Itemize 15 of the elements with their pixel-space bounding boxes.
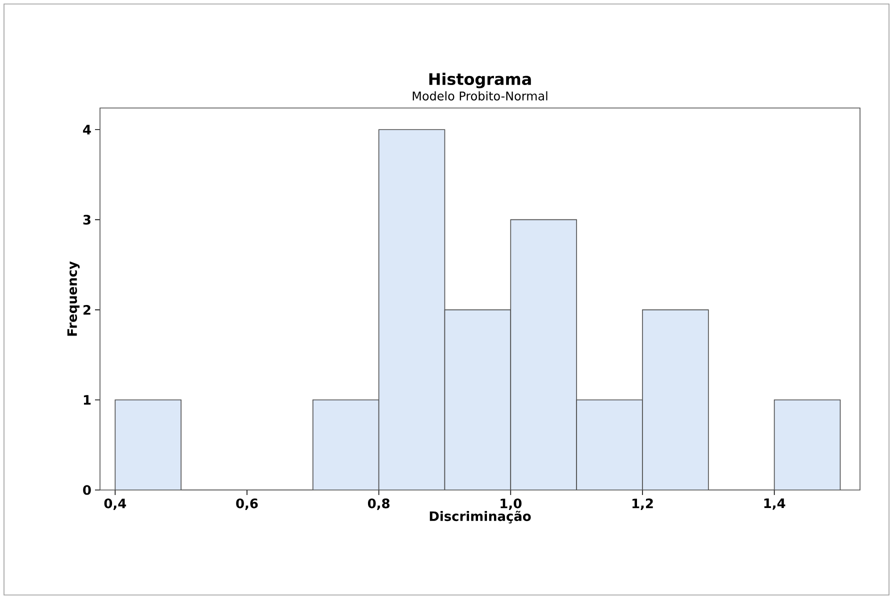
y-tick-label: 4 bbox=[83, 124, 91, 134]
y-axis-title: Frequency bbox=[67, 261, 80, 336]
x-tick-label: 0,8 bbox=[368, 498, 390, 510]
x-axis-title: Discriminação bbox=[430, 510, 531, 524]
x-tick-label: 0,6 bbox=[236, 498, 258, 510]
y-tick-label: 0 bbox=[83, 485, 91, 495]
x-tick-label: 1,2 bbox=[632, 498, 653, 510]
x-tick-label: 1,0 bbox=[500, 498, 522, 510]
x-tick-label: 1,4 bbox=[764, 498, 786, 510]
x-tick-label: 0,4 bbox=[104, 498, 126, 510]
y-tick-label: 1 bbox=[84, 395, 91, 405]
chart-subtitle: Modelo Probito-Normal bbox=[412, 91, 548, 100]
y-tick-label: 2 bbox=[84, 305, 90, 315]
y-tick-label: 3 bbox=[83, 214, 90, 225]
chart-title: Histograma bbox=[429, 72, 531, 88]
